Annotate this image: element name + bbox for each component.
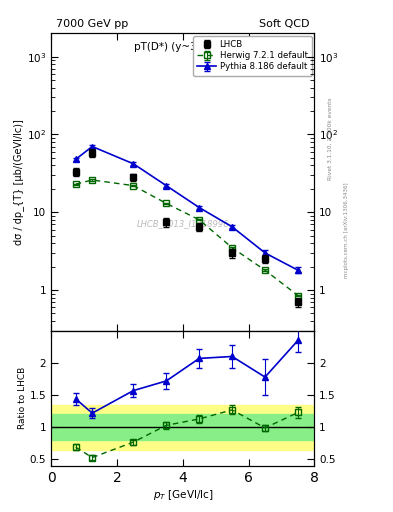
Text: pT(D*) (y~3.0-3.5): pT(D*) (y~3.0-3.5) [134, 42, 231, 52]
Text: Rivet 3.1.10, ≥ 500k events: Rivet 3.1.10, ≥ 500k events [328, 97, 333, 180]
Bar [51, 405, 314, 450]
Bar [51, 414, 314, 440]
Text: Soft QCD: Soft QCD [259, 19, 309, 29]
Y-axis label: dσ / dp_{T} [μb/(GeVl/lc)]: dσ / dp_{T} [μb/(GeVl/lc)] [13, 119, 24, 245]
Text: mcplots.cern.ch [arXiv:1306.3436]: mcplots.cern.ch [arXiv:1306.3436] [344, 183, 349, 278]
X-axis label: $p_T$ [GeVl/lc]: $p_T$ [GeVl/lc] [152, 487, 213, 502]
Y-axis label: Ratio to LHCB: Ratio to LHCB [18, 367, 27, 430]
Legend: LHCB, Herwig 7.2.1 default, Pythia 8.186 default: LHCB, Herwig 7.2.1 default, Pythia 8.186… [193, 36, 312, 76]
Text: 7000 GeV pp: 7000 GeV pp [56, 19, 129, 29]
Text: LHCB_2013_I1218996: LHCB_2013_I1218996 [136, 219, 229, 228]
